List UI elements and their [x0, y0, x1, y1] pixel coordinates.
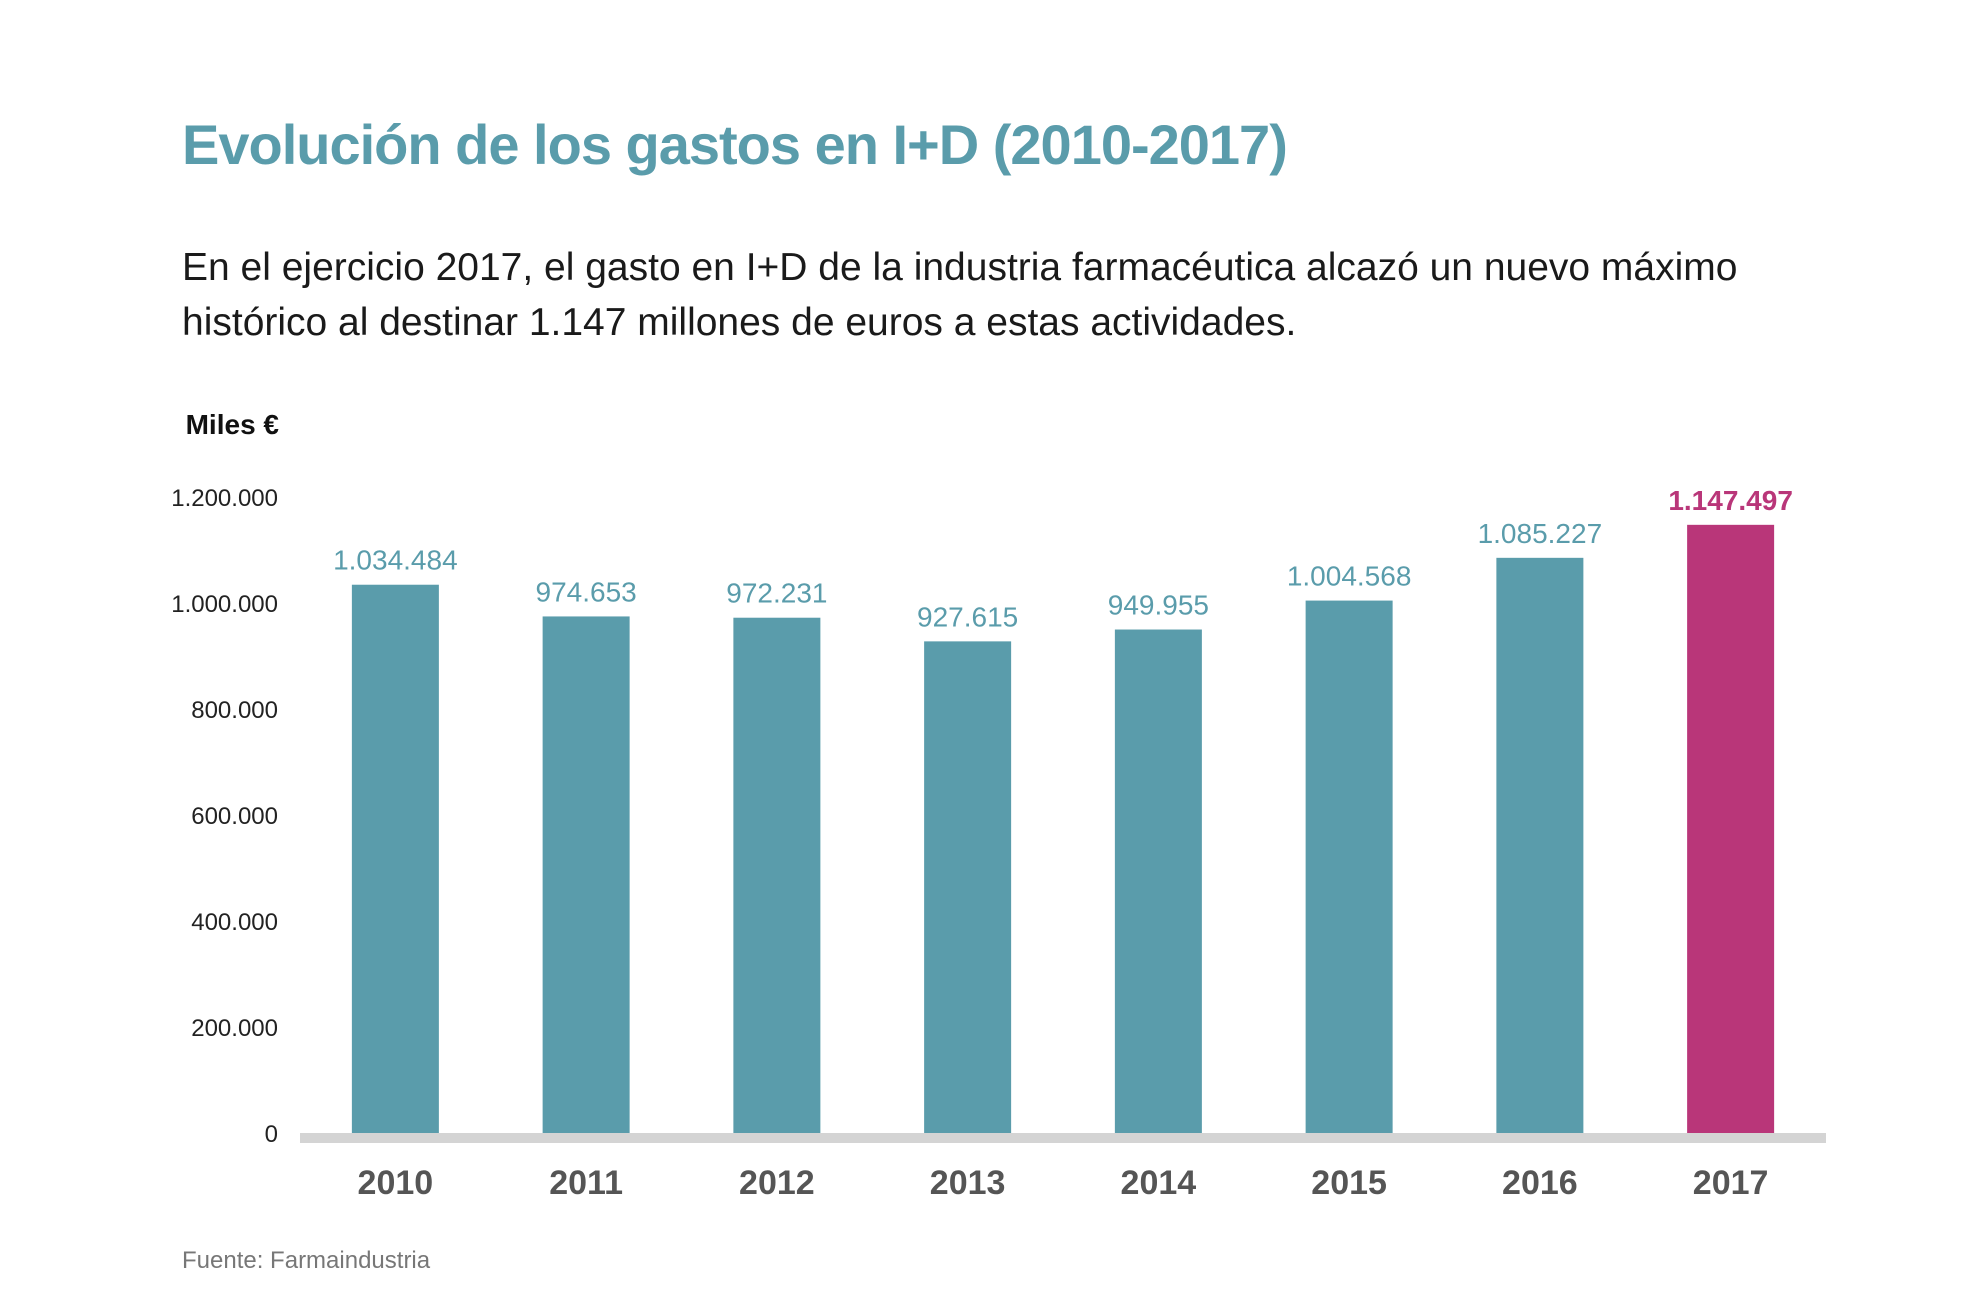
data-label-2015: 1.004.568: [1287, 561, 1412, 592]
x-tick-label-2017: 2017: [1693, 1164, 1769, 1202]
bar-2015: [1305, 600, 1393, 1133]
bar-2017: [1687, 524, 1775, 1133]
bar-2013: [924, 641, 1012, 1133]
data-label-2011: 974.653: [536, 576, 637, 607]
x-tick-label-2015: 2015: [1311, 1164, 1387, 1202]
data-label-2016: 1.085.227: [1478, 518, 1603, 549]
data-labels: 1.034.484 974.653 972.231 927.615 949.955 1.0…: [333, 485, 1793, 633]
data-label-2017: 1.147.497: [1668, 485, 1793, 516]
data-label-2013: 927.615: [917, 601, 1018, 632]
x-tick-label-2012: 2012: [739, 1164, 815, 1202]
bar-2010: [351, 584, 439, 1133]
x-tick-label-2016: 2016: [1502, 1164, 1578, 1202]
y-tick-label: 400.000: [191, 909, 278, 936]
bar-2016: [1496, 557, 1584, 1133]
x-tick-label-2013: 2013: [930, 1164, 1006, 1202]
x-tick-label-2011: 2011: [549, 1164, 623, 1202]
bars: [351, 524, 1775, 1133]
bar-2012: [733, 617, 821, 1133]
source-note: Fuente: Farmaindustria: [182, 1247, 431, 1274]
bar-2014: [1114, 629, 1202, 1133]
y-axis-ticks: 0 200.000 400.000 600.000 800.000 1.000.000 1.…: [171, 485, 278, 1148]
data-label-2014: 949.955: [1108, 590, 1209, 621]
chart-title: Evolución de los gastos en I+D (2010-201…: [182, 113, 1288, 176]
x-tick-label-2014: 2014: [1121, 1164, 1197, 1202]
data-label-2012: 972.231: [726, 578, 827, 609]
y-tick-label: 800.000: [191, 697, 278, 724]
y-tick-label: 0: [265, 1121, 278, 1148]
x-tick-label-2010: 2010: [358, 1164, 434, 1202]
bar-2011: [542, 616, 630, 1133]
y-axis-label: Miles €: [186, 409, 280, 440]
chart-subtitle: En el ejercicio 2017, el gasto en I+D de…: [182, 246, 1738, 344]
x-axis-baseline: [300, 1133, 1826, 1143]
y-tick-label: 200.000: [191, 1015, 278, 1042]
x-axis-ticks: 2010 2011 2012 2013 2014 2015 2016 2017: [358, 1164, 1769, 1202]
y-tick-label: 1.200.000: [171, 485, 278, 512]
y-tick-label: 1.000.000: [171, 591, 278, 618]
y-tick-label: 600.000: [191, 803, 278, 830]
data-label-2010: 1.034.484: [333, 545, 458, 576]
